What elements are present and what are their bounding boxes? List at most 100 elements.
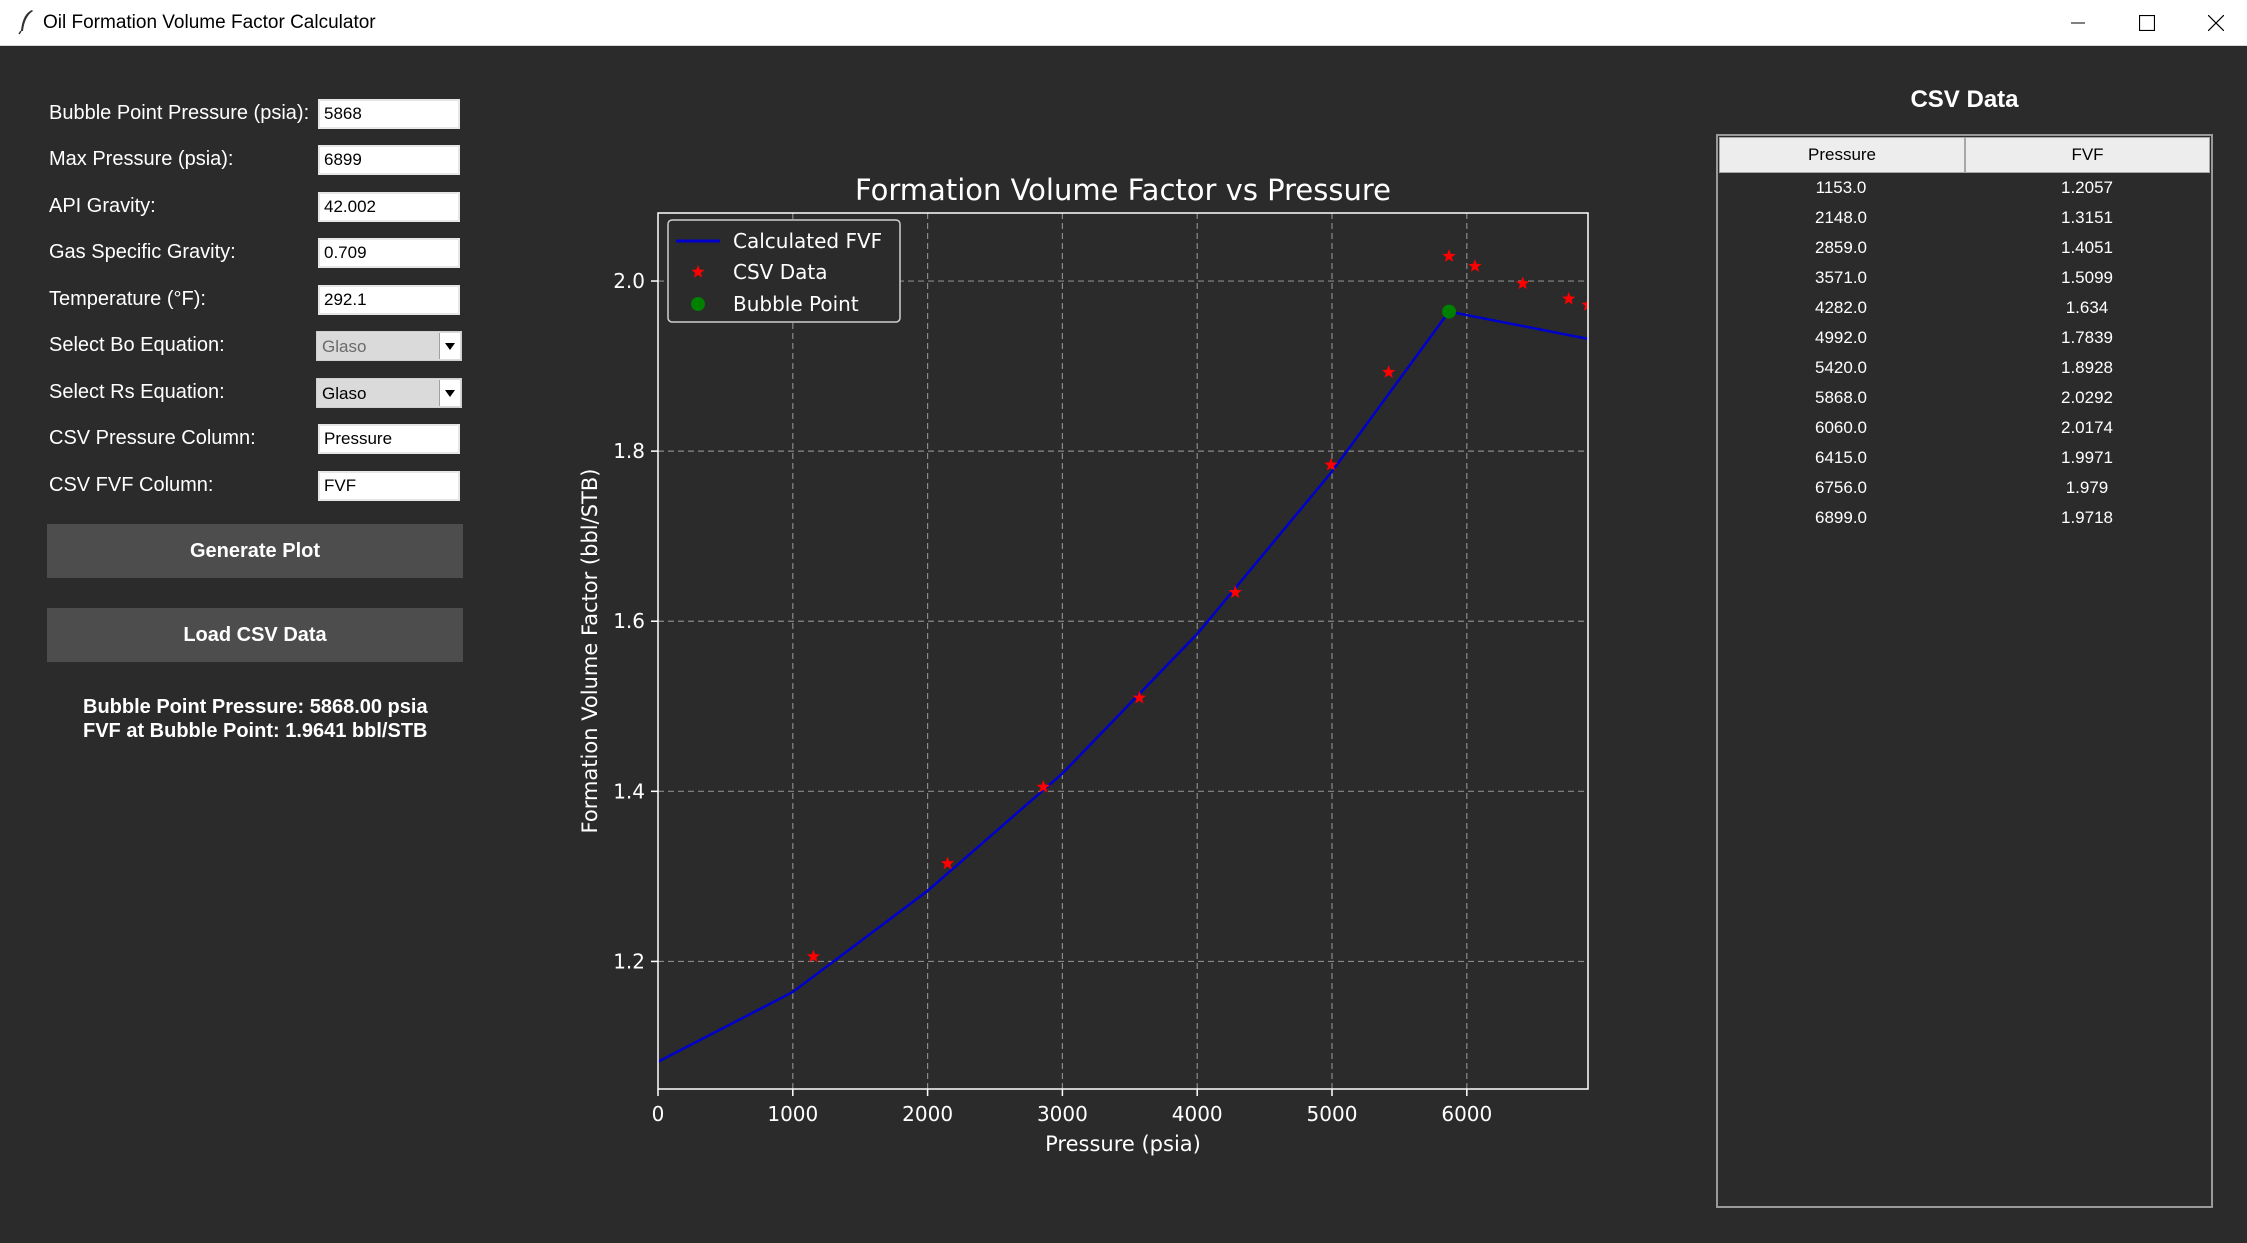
x-tick-label: 3000 [1037,1102,1088,1126]
table-row[interactable]: 4282.0 1.634 [1718,294,2211,324]
x-tick-label: 1000 [767,1102,818,1126]
pressure-cell: 2148.0 [1815,208,1867,227]
table-row[interactable]: 5420.0 1.8928 [1718,354,2211,384]
bo-equation-value: Glaso [322,337,367,356]
table-row[interactable]: 6415.0 1.9971 [1718,444,2211,474]
generate-plot-button[interactable]: Generate Plot [47,524,463,578]
api-gravity-label: API Gravity: [49,195,156,217]
pressure-cell: 1153.0 [1815,178,1867,197]
bubble-point-result: Bubble Point Pressure: 5868.00 psia [83,696,428,718]
table-row[interactable]: 6060.0 2.0174 [1718,414,2211,444]
pressure-cell: 6899.0 [1815,508,1867,527]
bubble-point-marker [1442,304,1457,319]
fvf-cell: 1.5099 [2061,268,2113,287]
pressure-cell: 6060.0 [1815,418,1867,437]
close-icon [2207,14,2224,31]
table-row[interactable]: 6899.0 1.9718 [1718,504,2211,534]
rs-equation-value: Glaso [322,384,367,403]
bo-equation-label: Select Bo Equation: [49,334,225,356]
legend-circle-swatch [691,297,705,311]
column-header-pressure[interactable]: Pressure [1719,137,1965,173]
y-tick-label: 1.2 [613,949,645,973]
csv-pressure-column-label: CSV Pressure Column: [49,427,256,449]
fvf-cell: 1.7839 [2061,328,2113,347]
pressure-cell: 6756.0 [1815,478,1867,497]
load-csv-button[interactable]: Load CSV Data [47,608,463,662]
y-tick-label: 2.0 [613,269,645,293]
pressure-cell: 5868.0 [1815,388,1867,407]
max-pressure-input[interactable] [318,145,460,175]
csv-fvf-column-input[interactable] [318,471,460,501]
rs-equation-label: Select Rs Equation: [49,381,225,403]
csv-table[interactable]: Pressure FVF 1153.0 1.2057 2148.0 1.3151 285… [1716,134,2213,1208]
table-row[interactable]: 5868.0 2.0292 [1718,384,2211,414]
csv-panel-title: CSV Data [1910,86,2019,113]
chevron-down-icon[interactable] [439,380,460,406]
fvf-cell: 1.9718 [2061,508,2113,527]
bo-equation-select[interactable]: Glaso [316,331,462,361]
plot-series [658,249,1588,1063]
grid-lines [658,213,1588,1089]
fvf-cell: 1.3151 [2061,208,2113,227]
legend-label-calculated: Calculated FVF [733,229,882,253]
table-row[interactable]: 4992.0 1.7839 [1718,324,2211,354]
feather-icon [18,10,33,35]
bubble-point-input[interactable] [318,99,460,129]
x-axis-label: Pressure (psia) [1045,1132,1201,1156]
csv-pressure-column-input[interactable] [318,424,460,454]
table-row[interactable]: 2859.0 1.4051 [1718,234,2211,264]
csv-data-point [1228,585,1242,598]
csv-data-point [1442,249,1456,262]
chevron-down-icon[interactable] [439,333,460,359]
y-tick-label: 1.4 [613,779,645,803]
fvf-cell: 1.2057 [2061,178,2113,197]
axis-ticks: 0 1000 2000 3000 4000 5000 6000 1.2 1.4 1.6 1.8 2.0 [613,269,1492,1126]
table-row[interactable]: 3571.0 1.5099 [1718,264,2211,294]
table-row[interactable]: 2148.0 1.3151 [1718,204,2211,234]
temperature-input[interactable] [318,285,460,315]
csv-data-point [1581,298,1588,311]
close-button[interactable] [2181,0,2247,45]
fvf-cell: 1.979 [2065,478,2109,497]
minimize-button[interactable] [2043,0,2112,45]
csv-data-point [1516,276,1530,290]
minimize-icon [2070,22,2085,23]
fvf-cell: 1.4051 [2061,238,2113,257]
gas-specific-gravity-label: Gas Specific Gravity: [49,241,236,263]
x-tick-label: 6000 [1441,1102,1492,1126]
y-tick-label: 1.8 [613,439,645,463]
column-header-fvf[interactable]: FVF [1965,137,2210,173]
window-title: Oil Formation Volume Factor Calculator [43,12,376,33]
plot-area [658,249,1588,1063]
csv-data-point [1562,291,1576,305]
csv-data-point [940,856,955,870]
pressure-cell: 5420.0 [1815,358,1867,377]
x-tick-label: 4000 [1172,1102,1223,1126]
max-pressure-label: Max Pressure (psia): [49,148,234,170]
fvf-cell: 1.8928 [2061,358,2113,377]
table-row[interactable]: 1153.0 1.2057 [1718,174,2211,204]
pressure-cell: 3571.0 [1815,268,1867,287]
rs-equation-select[interactable]: Glaso [316,378,462,408]
legend-star-swatch [691,265,705,278]
y-tick-label: 1.6 [613,609,645,633]
api-gravity-input[interactable] [318,192,460,222]
pressure-cell: 6415.0 [1815,448,1867,467]
gas-specific-gravity-input[interactable] [318,238,460,268]
x-tick-label: 5000 [1307,1102,1358,1126]
maximize-button[interactable] [2112,0,2181,45]
table-row[interactable]: 6756.0 1.979 [1718,474,2211,504]
csv-data-point [1381,365,1396,378]
pressure-cell: 4282.0 [1815,298,1867,317]
fvf-cell: 1.9971 [2061,448,2113,467]
legend-box [667,219,901,323]
bubble-point-label: Bubble Point Pressure (psia): [49,102,310,124]
legend-label-bubble: Bubble Point [733,292,859,316]
csv-data-point [1468,259,1482,272]
csv-data-point [1324,457,1338,471]
fvf-result: FVF at Bubble Point: 1.9641 bbl/STB [83,720,428,742]
x-tick-label: 2000 [902,1102,953,1126]
fvf-cell: 2.0174 [2061,418,2113,437]
axes-frame [657,212,1589,1090]
